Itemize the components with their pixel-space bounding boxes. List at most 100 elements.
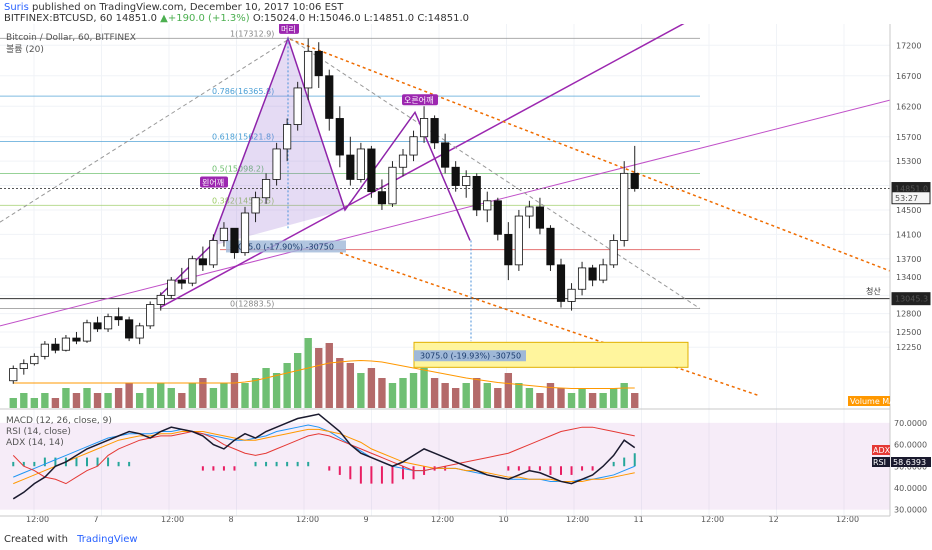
publisher-name[interactable]: Suris xyxy=(4,2,29,13)
volume-bar xyxy=(483,383,491,408)
volume-bar xyxy=(315,348,323,408)
price-tick-label: 14100 xyxy=(896,230,921,239)
volume-bar xyxy=(230,373,239,408)
volume-bar xyxy=(346,363,355,408)
falling-channel-upper xyxy=(289,38,891,272)
indicator-tick-label: 70.0000 xyxy=(894,419,927,428)
dashed-fall-line xyxy=(289,38,701,310)
time-tick-label: 12 xyxy=(769,515,779,524)
indicator-tick-label: 30.0000 xyxy=(894,506,927,515)
candle-body xyxy=(230,227,239,254)
candle-body xyxy=(451,166,460,186)
volume-bar xyxy=(567,393,576,408)
candle-body xyxy=(599,264,608,281)
volume-bar xyxy=(304,338,312,408)
tradingview-logo[interactable]: TradingView xyxy=(77,534,138,545)
candle-body xyxy=(188,258,197,284)
volume-bar xyxy=(504,373,513,408)
head-label: 머리 xyxy=(281,25,296,34)
candle-body xyxy=(209,240,218,266)
candle-body xyxy=(293,87,302,125)
volume-bar xyxy=(9,398,17,408)
price-badge-value: 13045.3 xyxy=(895,295,928,304)
volume-bar xyxy=(620,383,628,408)
candle-body xyxy=(272,148,281,180)
volume-bar xyxy=(135,393,144,408)
volume-bars xyxy=(9,338,639,408)
volume-bar xyxy=(114,388,123,408)
candle-body xyxy=(9,368,18,382)
volume-bar xyxy=(588,393,597,408)
price-tick-label: 15700 xyxy=(896,133,921,142)
volume-bar xyxy=(609,388,618,408)
candle-body xyxy=(325,75,334,119)
candle-body xyxy=(409,136,418,156)
change-value: ▲+190.0 (+1.3%) xyxy=(160,13,250,24)
volume-bar xyxy=(157,383,165,408)
price-chart[interactable]: 1(17312.9) 0.786(16365.8) 0.618(15621.8) 0.… xyxy=(0,24,932,524)
candle-body xyxy=(493,200,502,235)
candle-body xyxy=(630,172,639,189)
volume-bar xyxy=(83,388,91,408)
symbol-info: BITFINEX:BTCUSD, 60 14851.0 xyxy=(4,13,157,24)
candle-body xyxy=(167,279,176,296)
volume-bar xyxy=(357,373,365,408)
chart-title: Bitcoin / Dollar, 60, BITFINEX xyxy=(6,33,136,43)
candle-body xyxy=(577,267,587,290)
volume-bar xyxy=(388,383,397,408)
candle-body xyxy=(472,175,481,211)
measure2-tag xyxy=(414,350,526,362)
macd-signal-line xyxy=(13,428,635,485)
price-tick-label: 14500 xyxy=(896,206,921,215)
price-tick-label: 12500 xyxy=(896,328,921,337)
time-tick-label: 9 xyxy=(364,515,369,524)
volume-bar xyxy=(199,378,207,408)
candle-body xyxy=(251,197,260,214)
indicators xyxy=(0,413,890,510)
candle-body xyxy=(419,118,429,138)
candle-body xyxy=(620,172,629,241)
time-tick-label: 10 xyxy=(499,515,509,524)
rising-trendline xyxy=(159,24,685,309)
volume-bar xyxy=(241,383,249,408)
volume-bar xyxy=(536,393,544,408)
rsi-label: RSI (14, close) xyxy=(6,427,71,437)
volume-bar xyxy=(546,383,555,408)
adx-label: ADX (14, 14) xyxy=(6,438,64,448)
measure1-label: -3075.0 (-17.90%) -30750 xyxy=(230,242,334,251)
time-tick-label: 12:00 xyxy=(431,515,454,524)
price-tick-label: 13700 xyxy=(896,255,921,264)
candle-body xyxy=(103,316,113,330)
candle-body xyxy=(125,319,134,339)
adx-badge: ADX xyxy=(872,445,891,455)
volume-bar xyxy=(409,373,418,408)
candle-body xyxy=(304,50,313,89)
volume-bar xyxy=(578,388,586,408)
time-tick-label: 11 xyxy=(634,515,644,524)
indicator-tick-label: 40.0000 xyxy=(894,484,927,493)
volume-bar xyxy=(93,393,102,408)
candle-body xyxy=(609,240,618,266)
dashed-rise-line xyxy=(0,37,291,223)
candle-body xyxy=(504,233,513,266)
candle-body xyxy=(19,363,28,369)
volume-bar xyxy=(178,393,186,408)
volume-bar xyxy=(293,353,302,408)
price-badge-box xyxy=(891,292,931,306)
candle-body xyxy=(335,118,344,156)
volume-bar xyxy=(62,388,70,408)
volume-bar xyxy=(188,383,197,408)
candle-body xyxy=(567,288,576,302)
candle-body xyxy=(283,124,292,150)
symbol-line: BITFINEX:BTCUSD, 60 14851.0 ▲+190.0 (+1.… xyxy=(4,13,469,24)
candle-body xyxy=(535,206,545,229)
price-tick-label: 16200 xyxy=(896,102,921,111)
volume-bar xyxy=(104,393,112,408)
volume-bar xyxy=(462,383,470,408)
candle-body xyxy=(377,191,387,205)
candle-body xyxy=(198,258,207,266)
ohlc-values: O:15024.0 H:15046.0 L:14851.0 C:14851.0 xyxy=(252,13,470,24)
candle-body xyxy=(483,200,492,211)
candles xyxy=(9,38,639,384)
candle-body xyxy=(388,166,397,205)
